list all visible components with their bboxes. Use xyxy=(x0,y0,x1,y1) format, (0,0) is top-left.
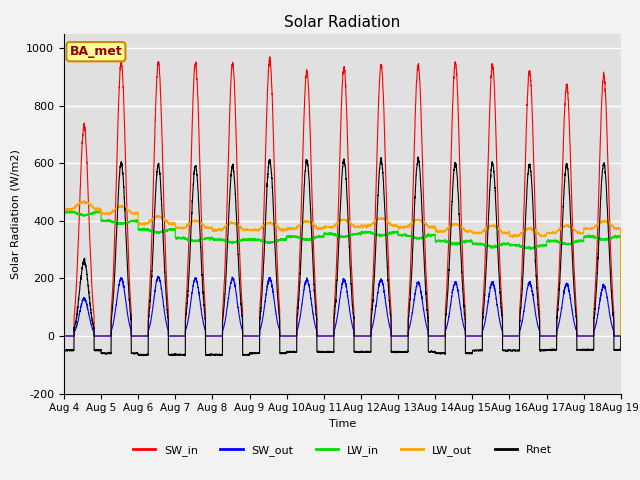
Y-axis label: Solar Radiation (W/m2): Solar Radiation (W/m2) xyxy=(11,149,20,278)
Legend: SW_in, SW_out, LW_in, LW_out, Rnet: SW_in, SW_out, LW_in, LW_out, Rnet xyxy=(129,440,556,460)
Title: Solar Radiation: Solar Radiation xyxy=(284,15,401,30)
X-axis label: Time: Time xyxy=(329,419,356,429)
Text: BA_met: BA_met xyxy=(70,45,122,58)
